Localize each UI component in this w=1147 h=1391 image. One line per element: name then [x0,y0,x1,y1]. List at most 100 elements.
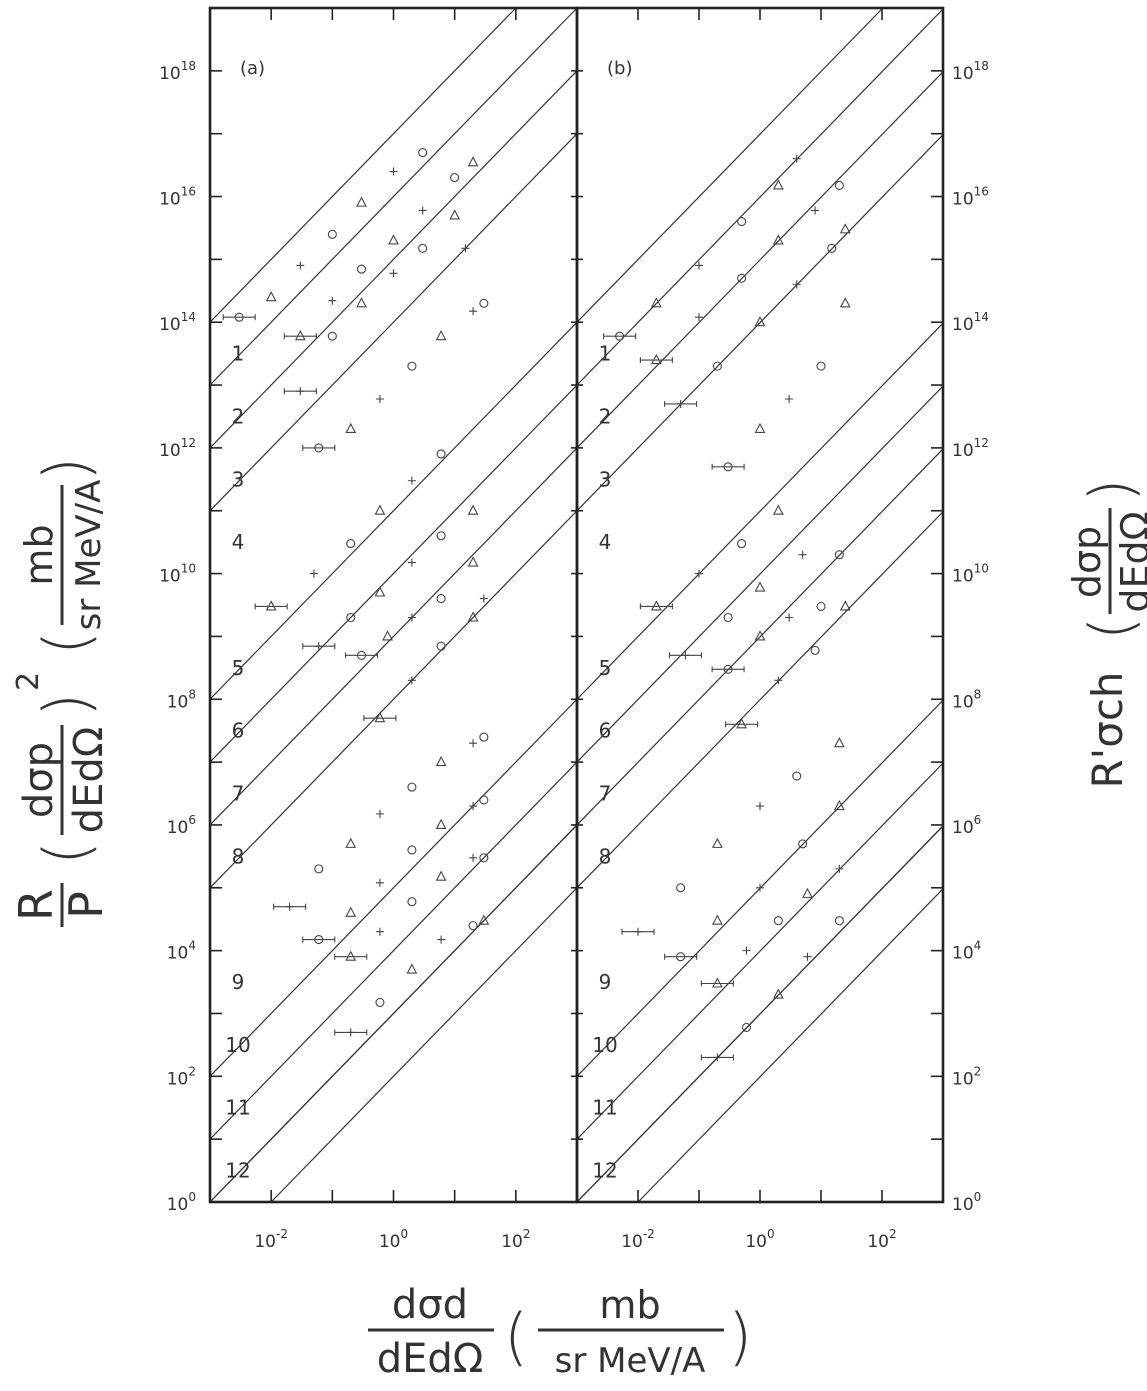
data-point [650,353,662,365]
data-point [811,206,820,215]
line-number-8: 8 [232,844,245,868]
data-point [356,264,367,274]
diagonal-line-1 [576,7,884,323]
y-tick-label-left: 1018 [159,59,196,84]
right-axis-label: R'σch ( dσp dEdΩ ) [1065,479,1147,789]
data-point [479,298,489,308]
data-point [756,883,764,892]
data-point [345,906,357,917]
bottom-axis-label: dσd dEdΩ ( mb sr MeV/A ) [368,1282,752,1382]
data-point [450,173,460,183]
diagonal-line-1 [209,7,517,323]
frame-panel-b [575,6,945,1204]
line-number-2: 2 [232,404,245,428]
right-label-paren-close: ) [1077,479,1147,502]
data-point [375,878,384,887]
data-point [375,997,385,1007]
data-point [792,280,801,289]
data-point [418,243,428,253]
y-tick-label-left: 102 [167,1064,196,1089]
data-point [772,504,784,515]
data-point [834,916,844,926]
data-point [798,550,807,559]
data-point [435,755,447,767]
data-point [810,645,820,655]
data-point [773,916,783,926]
left-label-paren-close-1: ) [30,693,103,717]
data-point [345,950,357,961]
right-label-dEdO: dEdΩ [1113,511,1147,612]
data-point [833,737,845,748]
data-point [467,156,479,167]
data-point [756,802,764,811]
data-point [695,261,703,270]
bottom-label-paren-open: ( [504,1300,528,1373]
line-number-3: 3 [599,467,612,491]
data-point [785,613,794,622]
line-number-5: 5 [232,656,245,680]
x-tick-label: 10-2 [254,1227,288,1252]
data-point [346,539,356,549]
x-tick-label: 100 [745,1227,774,1252]
data-point [650,297,662,308]
diagonal-line-8 [209,510,578,889]
data-point [711,914,723,925]
data-point [436,594,446,604]
data-point [774,676,783,685]
line-number-8: 8 [599,844,612,868]
bottom-label-dEdO: dEdΩ [377,1336,484,1382]
data-point [737,273,747,283]
diagonal-line-3 [576,70,945,449]
data-point [436,641,446,651]
data-point [802,887,813,898]
y-tick-label-right: 1014 [952,310,989,335]
data-point [356,297,367,308]
right-label-Rsigma: R'σch [1083,671,1132,788]
data-point [816,601,826,611]
line-number-4: 4 [599,530,612,554]
data-point [754,581,766,592]
data-point [374,712,386,723]
data-point [418,206,427,215]
data-point [834,180,844,191]
line-number-1: 1 [599,342,612,366]
data-point [467,504,479,515]
data-point [375,809,384,818]
data-point [356,196,367,207]
y-tick-label-right: 1016 [952,185,989,210]
left-axis-label: R P ( dσp dEdΩ ) 2 ( mb sr MeV/A ) [9,457,113,927]
data-point [469,853,478,862]
data-point [742,946,751,955]
data-point [695,313,703,322]
y-tick-label-left: 108 [167,687,196,712]
data-point [407,613,416,622]
diagonal-line-7 [576,447,945,826]
x-tick-label: 10-2 [621,1227,655,1252]
data-point [478,914,490,925]
data-point [676,883,686,893]
y-tick-label-right: 102 [952,1064,981,1089]
diagonal-line-11 [576,824,945,1203]
panel-label-a: (a) [240,58,265,79]
data-point [418,148,428,158]
left-label-dEdO: dEdΩ [66,727,112,834]
data-point [328,296,337,305]
y-tick-label-left: 1014 [159,310,196,335]
line-number-6: 6 [232,719,245,743]
bottom-label-dsd: dσd [392,1282,468,1328]
y-tick-label-left: 100 [167,1190,196,1215]
diagonal-line-9 [209,698,578,1077]
x-tick-label: 102 [867,1227,896,1252]
bottom-label-units: sr MeV/A [555,1341,706,1381]
data-point [839,223,851,234]
data-point [375,927,384,936]
left-label-units: sr MeV/A [69,480,109,631]
data-point [265,600,277,611]
data-point [772,234,784,245]
data-point [839,600,851,611]
bottom-label-mb: mb [599,1283,660,1327]
